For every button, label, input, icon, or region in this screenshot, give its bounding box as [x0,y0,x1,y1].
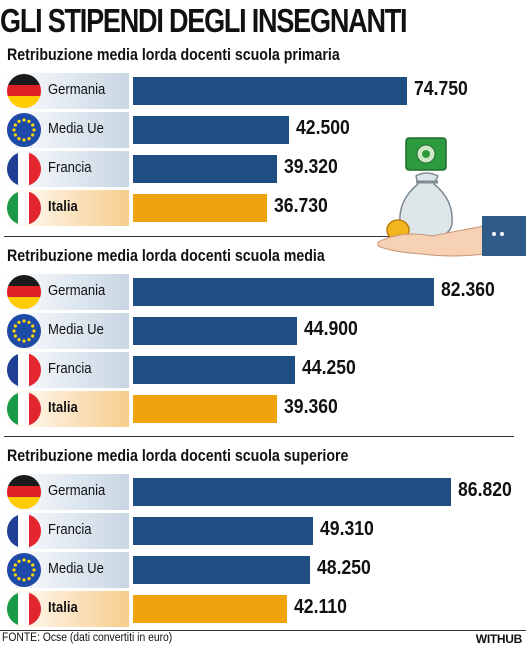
italy-flag-icon [7,592,41,626]
bar-row: Germania 74.750 [0,73,526,109]
bar-row: Italia 39.360 [0,391,526,427]
category-label-box: Germania [4,274,129,310]
italy-flag-icon [7,392,41,426]
bar [133,478,451,506]
bar [133,595,287,623]
category-label-box: Germania [4,474,129,510]
category-label: Media Ue [48,121,104,137]
italy-flag-icon [7,191,41,225]
chart-title: Retribuzione media lorda docenti scuola … [7,447,349,465]
bar [133,194,267,222]
bar-row: Germania 86.820 [0,474,526,510]
category-label-box: Media Ue [4,552,129,588]
category-label-box: Italia [4,591,129,627]
category-label-box: Francia [4,151,129,187]
category-label: Germania [48,283,106,299]
category-label: Italia [48,199,78,215]
bar [133,317,297,345]
category-label-box: Francia [4,352,129,388]
category-label-box: Media Ue [4,313,129,349]
category-label: Germania [48,483,106,499]
chart-title: Retribuzione media lorda docenti scuola … [7,247,325,265]
germany-flag-icon [7,275,41,309]
category-label: Francia [48,361,92,377]
bar [133,278,434,306]
category-label: Media Ue [48,322,104,338]
category-label-box: Italia [4,190,129,226]
bar-row: Media Ue 42.500 [0,112,526,148]
brand-logo: WITHUB [475,632,523,646]
category-label: Francia [48,160,92,176]
france-flag-icon [7,353,41,387]
value-label: 49.310 [320,518,374,540]
bar-row: Media Ue 48.250 [0,552,526,588]
category-label-box: Italia [4,391,129,427]
bar [133,517,313,545]
germany-flag-icon [7,475,41,509]
bar [133,556,310,584]
value-label: 39.360 [284,396,338,418]
value-label: 74.750 [414,78,468,100]
category-label: Italia [48,400,78,416]
bar [133,116,289,144]
bar [133,356,295,384]
category-label: Media Ue [48,561,104,577]
category-label-box: Media Ue [4,112,129,148]
category-label: Francia [48,522,92,538]
chart-title: Retribuzione media lorda docenti scuola … [7,46,340,64]
value-label: 44.900 [304,318,358,340]
page-title: GLI STIPENDI DEGLI INSEGNANTI [0,2,408,39]
category-label-box: Germania [4,73,129,109]
bar-row: Francia 39.320 [0,151,526,187]
eu-flag-icon [7,113,41,147]
bar-row: Media Ue 44.900 [0,313,526,349]
bar [133,77,407,105]
eu-flag-icon [7,553,41,587]
bar-row: Italia 42.110 [0,591,526,627]
bar-row: Germania 82.360 [0,274,526,310]
bar [133,155,277,183]
value-label: 42.500 [296,117,350,139]
value-label: 48.250 [317,557,371,579]
value-label: 82.360 [441,279,495,301]
bar-row: Francia 49.310 [0,513,526,549]
eu-flag-icon [7,314,41,348]
france-flag-icon [7,152,41,186]
bar [133,395,277,423]
germany-flag-icon [7,74,41,108]
footer-divider [0,630,526,631]
value-label: 86.820 [458,479,512,501]
bar-row: Italia 36.730 [0,190,526,226]
france-flag-icon [7,514,41,548]
category-label-box: Francia [4,513,129,549]
value-label: 36.730 [274,195,328,217]
money-bag-hand-illustration [377,137,526,257]
category-label: Italia [48,600,78,616]
category-label: Germania [48,82,106,98]
value-label: 39.320 [284,156,338,178]
source-note: FONTE: Ocse (dati convertiti in euro) [2,632,173,644]
section-divider [4,436,514,437]
section-divider [4,236,514,237]
bar-row: Francia 44.250 [0,352,526,388]
value-label: 42.110 [294,596,347,618]
value-label: 44.250 [302,357,356,379]
